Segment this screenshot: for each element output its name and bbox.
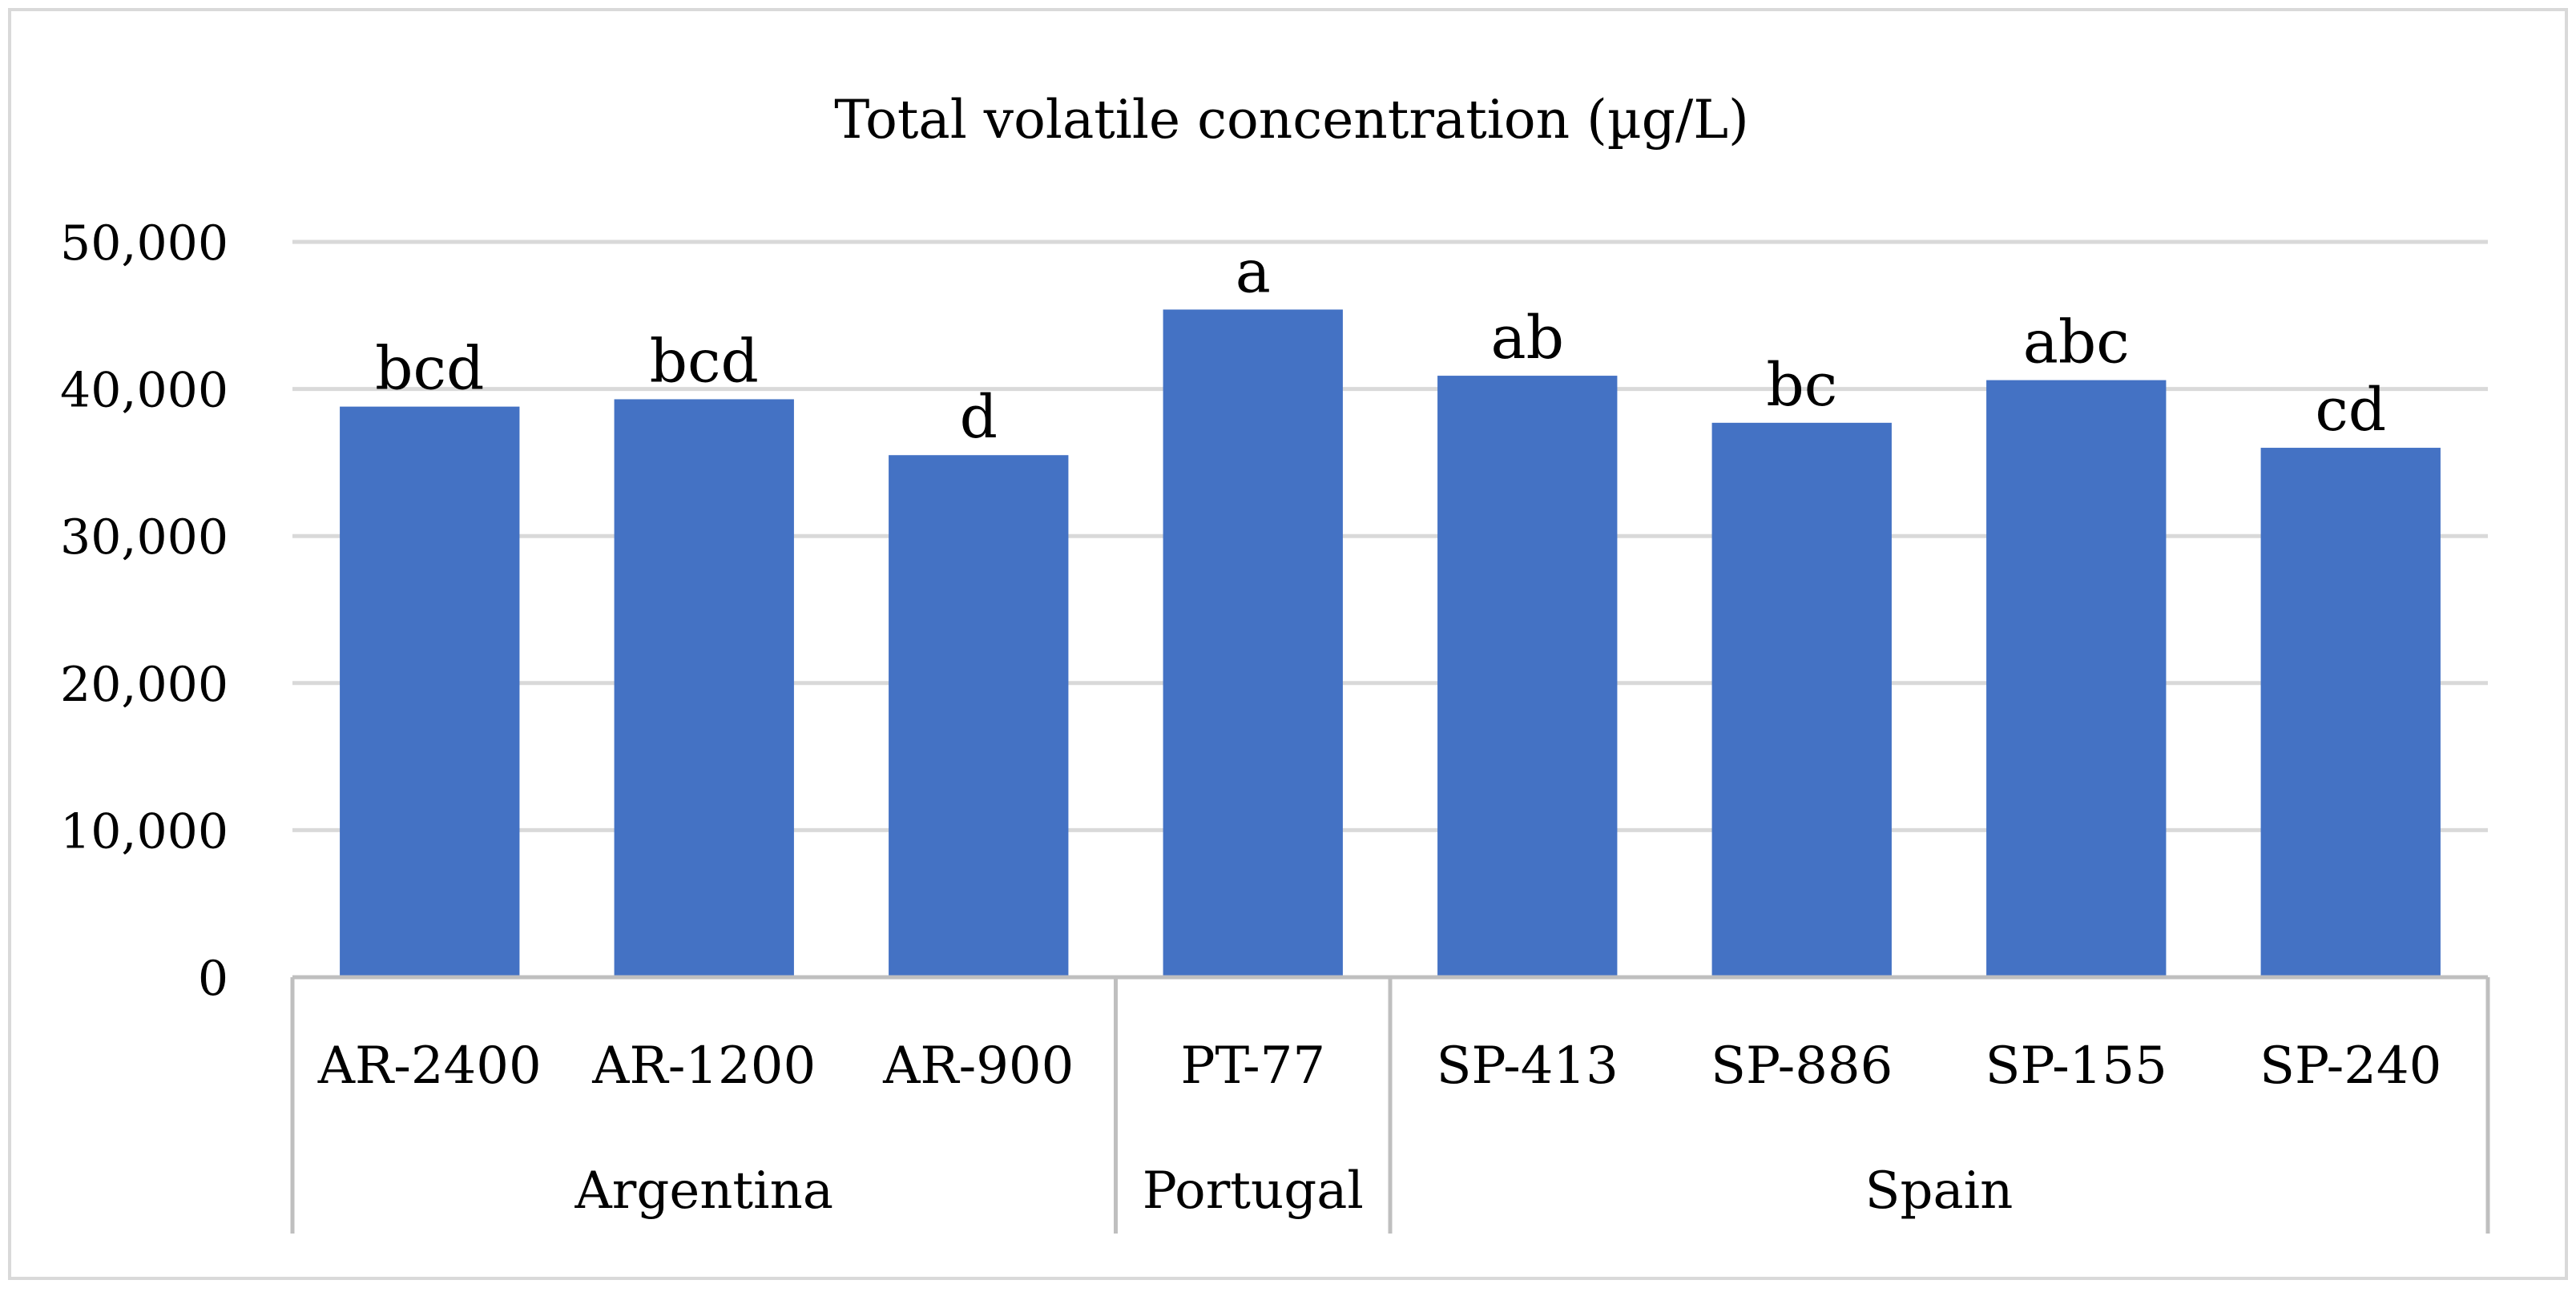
- significance-label: bc: [1766, 351, 1837, 420]
- bar: [1163, 309, 1343, 977]
- bars: [340, 309, 2441, 978]
- x-group-label: Spain: [1865, 1161, 2014, 1221]
- significance-labels: bcd bcd d a ab bc abc cd: [375, 237, 2386, 452]
- y-tick-label: 20,000: [60, 657, 228, 713]
- bar: [1711, 422, 1892, 977]
- significance-label: bcd: [375, 335, 484, 404]
- bar: [340, 406, 520, 978]
- bar: [1437, 376, 1618, 977]
- x-category-label: AR-1200: [591, 1036, 816, 1096]
- chart-title: Total volatile concentration (µg/L): [834, 89, 1749, 151]
- significance-label: abc: [2023, 308, 2130, 377]
- y-tick-label: 30,000: [60, 509, 228, 566]
- significance-label: a: [1236, 237, 1271, 306]
- bar: [1986, 380, 2167, 978]
- y-tick-label: 40,000: [60, 363, 228, 419]
- x-group-label: Portugal: [1143, 1161, 1364, 1221]
- x-category-label: AR-2400: [317, 1036, 542, 1096]
- x-category-label: PT-77: [1180, 1036, 1325, 1096]
- y-tick-label: 50,000: [60, 215, 228, 272]
- x-category-label: AR-900: [882, 1036, 1074, 1096]
- x-category-label: SP-155: [1985, 1036, 2167, 1096]
- significance-label: bcd: [650, 327, 759, 396]
- x-axis: [290, 975, 2490, 1234]
- significance-label: cd: [2315, 376, 2386, 445]
- x-axis-group-labels: Argentina Portugal Spain: [574, 1161, 2014, 1221]
- x-group-label: Argentina: [574, 1161, 833, 1221]
- bar: [2260, 448, 2441, 977]
- y-tick-label: 10,000: [60, 803, 228, 859]
- y-axis-tick-labels: 0 10,000 20,000 30,000 40,000 50,000: [60, 215, 228, 1007]
- x-axis-category-labels: AR-2400 AR-1200 AR-900 PT-77 SP-413 SP-886 SP-…: [317, 1036, 2442, 1096]
- significance-label: d: [960, 383, 998, 452]
- bar: [889, 455, 1069, 977]
- y-tick-label: 0: [198, 951, 228, 1007]
- x-category-label: SP-886: [1711, 1036, 1893, 1096]
- x-category-label: SP-240: [2260, 1036, 2441, 1096]
- bar: [614, 399, 794, 977]
- x-category-label: SP-413: [1437, 1036, 1619, 1096]
- significance-label: ab: [1491, 304, 1565, 372]
